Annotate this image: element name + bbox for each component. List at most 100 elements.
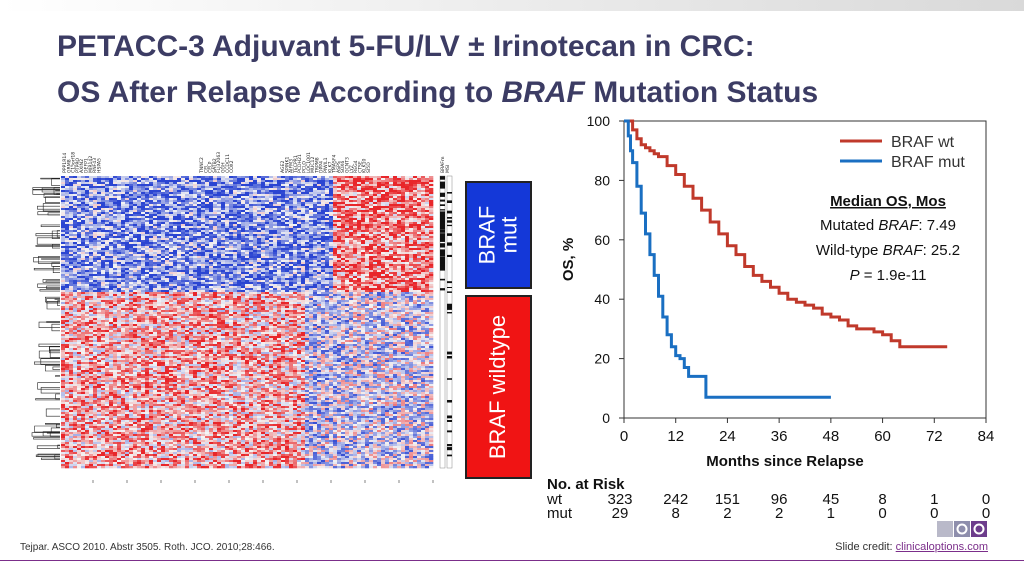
heatmap-cell xyxy=(321,248,326,251)
heatmap-cell xyxy=(77,182,82,185)
heatmap-cell xyxy=(377,222,382,225)
heatmap-cell xyxy=(301,180,306,183)
heatmap-cell xyxy=(329,254,334,257)
heatmap-cell xyxy=(117,220,122,223)
heatmap-cell xyxy=(157,278,162,281)
heatmap-cell xyxy=(253,258,258,261)
heatmap-cell xyxy=(89,242,94,245)
heatmap-cell xyxy=(233,188,238,191)
heatmap-cell xyxy=(197,178,202,181)
heatmap-cell xyxy=(169,240,174,243)
heatmap-cell xyxy=(229,278,234,281)
heatmap-cell xyxy=(65,248,70,251)
heatmap-cell xyxy=(321,184,326,187)
heatmap-cell xyxy=(117,280,122,283)
heatmap-cell xyxy=(421,224,426,227)
heatmap-cell xyxy=(109,198,114,201)
heatmap-cell xyxy=(69,234,74,237)
heatmap-cell xyxy=(353,246,358,249)
heatmap-cell xyxy=(89,190,94,193)
heatmap-cell xyxy=(69,212,74,215)
heatmap-cell xyxy=(113,270,118,273)
heatmap-cell xyxy=(301,262,306,265)
heatmap-cell xyxy=(281,270,286,273)
heatmap-cell xyxy=(241,180,246,183)
heatmap-cell xyxy=(377,254,382,257)
heatmap-cell xyxy=(85,210,90,213)
heatmap-cell xyxy=(365,220,370,223)
heatmap-cell xyxy=(237,248,242,251)
heatmap-cell xyxy=(121,178,126,181)
heatmap-cell xyxy=(157,250,162,253)
heatmap-cell xyxy=(233,276,238,279)
heatmap-cell xyxy=(421,220,426,223)
heatmap-cell xyxy=(121,216,126,219)
heatmap-cell xyxy=(161,190,166,193)
heatmap-cell xyxy=(241,218,246,221)
heatmap-cell xyxy=(105,212,110,215)
heatmap-cell xyxy=(133,252,138,255)
heatmap-cell xyxy=(229,206,234,209)
heatmap-cell xyxy=(149,220,154,223)
heatmap-cell xyxy=(345,228,350,231)
heatmap-cell xyxy=(357,176,362,179)
heatmap-cell xyxy=(425,182,430,185)
heatmap-cell xyxy=(221,260,226,263)
heatmap-cell xyxy=(333,204,338,207)
heatmap-cell xyxy=(405,218,410,221)
heatmap-cell xyxy=(297,254,302,257)
heatmap-cell xyxy=(401,232,406,235)
heatmap-cell xyxy=(89,202,94,205)
heatmap-cell xyxy=(221,186,226,189)
heatmap-cell xyxy=(325,210,330,213)
heatmap-cell xyxy=(149,208,154,211)
heatmap-cell xyxy=(333,212,338,215)
heatmap-cell xyxy=(257,192,262,195)
heatmap-cell xyxy=(357,254,362,257)
heatmap-cell xyxy=(269,186,274,189)
heatmap-cell xyxy=(301,236,306,239)
heatmap-cell xyxy=(337,220,342,223)
heatmap-cell xyxy=(137,276,142,279)
heatmap-cell xyxy=(413,274,418,277)
heatmap-cell xyxy=(353,264,358,267)
heatmap-cell xyxy=(93,246,98,249)
heatmap-cell xyxy=(305,180,310,183)
heatmap-cell xyxy=(357,256,362,259)
heatmap-cell xyxy=(305,230,310,233)
heatmap-cell xyxy=(253,278,258,281)
heatmap-cell xyxy=(389,240,394,243)
heatmap-cell xyxy=(97,282,102,285)
heatmap-cell xyxy=(121,180,126,183)
heatmap-cell xyxy=(121,200,126,203)
heatmap-cell xyxy=(337,176,342,179)
heatmap-cell xyxy=(73,178,78,181)
heatmap-cell xyxy=(105,206,110,209)
heatmap-cell xyxy=(153,252,158,255)
heatmap-cell xyxy=(229,238,234,241)
heatmap-cell xyxy=(325,224,330,227)
heatmap-cell xyxy=(429,268,434,271)
heatmap-cell xyxy=(241,196,246,199)
heatmap-cell xyxy=(385,252,390,255)
heatmap-cell xyxy=(197,202,202,205)
heatmap-cell xyxy=(409,274,414,277)
heatmap-cell xyxy=(409,278,414,281)
heatmap-cell xyxy=(425,226,430,229)
heatmap-cell xyxy=(193,204,198,207)
heatmap-cell xyxy=(137,266,142,269)
heatmap-cell xyxy=(321,266,326,269)
heatmap-cell xyxy=(221,246,226,249)
heatmap-cell xyxy=(125,250,130,253)
heatmap-cell xyxy=(257,246,262,249)
heatmap-cell xyxy=(265,252,270,255)
heatmap-cell xyxy=(321,276,326,279)
heatmap-cell xyxy=(209,186,214,189)
heatmap-cell xyxy=(401,266,406,269)
heatmap-cell xyxy=(85,234,90,237)
heatmap-cell xyxy=(421,262,426,265)
heatmap-cell xyxy=(301,230,306,233)
heatmap-cell xyxy=(269,194,274,197)
heatmap-cell xyxy=(261,206,266,209)
heatmap-cell xyxy=(213,190,218,193)
